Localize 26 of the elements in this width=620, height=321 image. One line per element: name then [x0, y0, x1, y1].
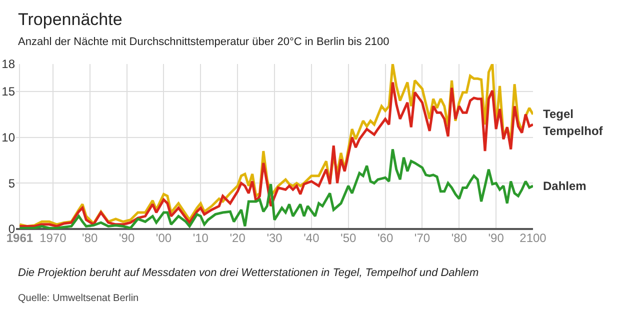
x-tick-label: '50 — [340, 231, 357, 245]
line-series — [18, 148, 533, 229]
x-tick-label: '10 — [192, 231, 209, 245]
series-label: Tegel — [543, 107, 574, 121]
x-tick-label: '40 — [304, 231, 320, 245]
chart-title: Tropennächte — [18, 10, 122, 29]
source-note: Quelle: Umweltsenat Berlin — [18, 293, 139, 304]
x-tick-label: '90 — [488, 231, 504, 245]
x-tick-label: '90 — [118, 231, 135, 245]
series-label: Tempelhof — [543, 124, 604, 138]
series-label: Dahlem — [543, 179, 586, 193]
text: Die Projektion beruht auf Messdaten von drei Wetterstationen in Tegel, Tempelhof und Dahlem — [18, 267, 479, 279]
x-tick-label: 1970 — [40, 231, 67, 245]
y-tick-label: 15 — [2, 84, 16, 99]
x-tick-label: '20 — [230, 231, 246, 245]
x-tick-label: '30 — [266, 231, 283, 245]
x-tick-label: 2100 — [520, 231, 547, 245]
x-tick-label: '60 — [377, 231, 394, 245]
y-tick-label: 5 — [8, 176, 16, 190]
x-tick-label: '80 — [451, 231, 468, 245]
x-tick-label: '70 — [414, 231, 430, 245]
x-tick-label: '00 — [156, 231, 172, 245]
chart-subtitle: Anzahl der Nächte mit Durchschnittstemperatur über 20°C in Berlin bis 2100 — [18, 36, 390, 48]
x-tick-label: '80 — [82, 231, 98, 245]
y-tick-label: 18 — [2, 57, 16, 72]
y-tick-label: 10 — [2, 130, 16, 145]
